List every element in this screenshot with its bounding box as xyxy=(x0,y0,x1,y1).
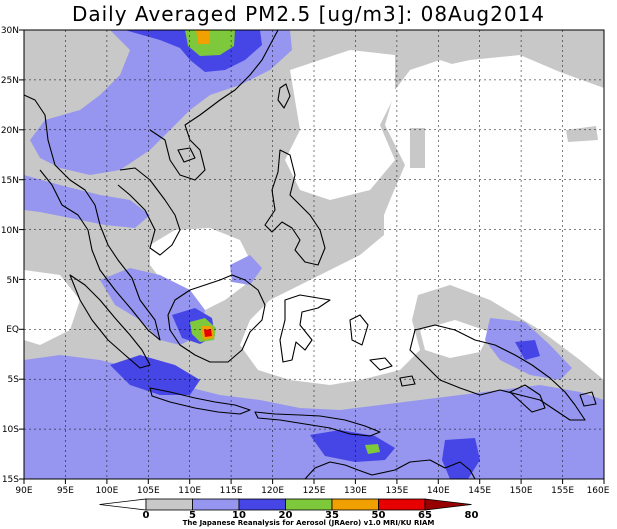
colorbar-label: 65 xyxy=(418,510,432,521)
pm25-level-below-5-region xyxy=(24,270,80,345)
pm25-level-below-5-region xyxy=(420,320,490,358)
colorbar-label: 35 xyxy=(325,510,339,521)
pm25-concentration-field xyxy=(24,30,604,479)
colorbar: 0 5 10 20 35 50 65 80 xyxy=(99,498,479,521)
coastline-philippines xyxy=(264,149,326,266)
lon-label: 145E xyxy=(468,486,491,496)
lat-label: EQ xyxy=(6,325,19,335)
colorbar-swatch xyxy=(238,498,286,511)
colorbar-swatch xyxy=(331,498,379,511)
colorbar-swatch xyxy=(285,498,333,511)
coastline-maluku xyxy=(349,314,416,387)
coastline-borneo xyxy=(167,274,266,363)
footer-credit: The Japanese Reanalysis for Aerosol (JRA… xyxy=(182,519,435,527)
colorbar-label: 0 xyxy=(143,510,150,521)
map-gridlines xyxy=(24,30,604,479)
lon-label: 115E xyxy=(220,486,243,496)
lon-label: 120E xyxy=(261,486,284,496)
colorbar-label: 50 xyxy=(372,510,386,521)
lon-label: 130E xyxy=(344,486,367,496)
pm25-level-35-50-region xyxy=(365,444,380,454)
lon-label: 140E xyxy=(427,486,450,496)
lon-label: 155E xyxy=(551,486,574,496)
map-title: Daily Averaged PM2.5 [ug/m3]: 08Aug2014 xyxy=(71,2,546,26)
coastline-java xyxy=(149,387,251,415)
coastline-taiwan xyxy=(277,83,291,109)
coastline-lesser-sunda xyxy=(254,411,381,437)
coastline-hainan xyxy=(177,147,196,163)
pm25-level-10-20-region xyxy=(24,175,150,228)
lon-label: 100E xyxy=(95,486,118,496)
coastline-new-guinea xyxy=(409,324,586,421)
colorbar-label: 20 xyxy=(279,510,293,521)
latitude-labels: 30N 25N 20N 15N 10N 5N EQ 5S 10S 15S xyxy=(1,26,19,485)
axis-tick-marks xyxy=(19,29,605,484)
lon-label: 110E xyxy=(178,486,201,496)
coastline-pacific-islands xyxy=(509,384,597,413)
colorbar-swatch xyxy=(424,498,472,511)
coastline-sulawesi xyxy=(279,294,331,363)
coastlines xyxy=(24,30,597,479)
colorbar-swatch xyxy=(378,498,426,511)
lon-label: 95E xyxy=(57,486,74,496)
lat-label: 5S xyxy=(8,375,20,385)
lon-label: 105E xyxy=(137,486,160,496)
lat-label: 20N xyxy=(1,126,19,136)
colorbar-swatch xyxy=(99,498,147,511)
pm25-level-20-35-region xyxy=(442,438,480,479)
lat-label: 30N xyxy=(1,26,19,36)
coastline-mainland-asia xyxy=(24,30,279,341)
colorbar-swatch xyxy=(192,498,240,511)
lon-label: 90E xyxy=(15,486,32,496)
coastline-australia xyxy=(304,459,476,479)
pm25-level-20-35-region xyxy=(110,355,200,395)
lat-label: 25N xyxy=(1,76,19,86)
coastline-sumatra xyxy=(69,274,151,369)
lat-label: 10S xyxy=(2,425,19,435)
lat-label: 15S xyxy=(2,475,19,485)
pm25-level-65-80-region xyxy=(204,329,212,337)
pm25-level-20-35-region xyxy=(310,430,395,462)
lat-label: 5N xyxy=(7,276,19,286)
lon-label: 160E xyxy=(587,486,610,496)
pm25-level-below-5-region xyxy=(424,55,604,120)
lat-label: 15N xyxy=(1,176,19,186)
colorbar-label: 80 xyxy=(465,510,479,521)
lon-label: 125E xyxy=(303,486,326,496)
lon-label: 150E xyxy=(510,486,533,496)
pm25-level-50-65-region xyxy=(196,30,210,44)
colorbar-label: 10 xyxy=(232,510,246,521)
colorbar-swatch xyxy=(145,498,193,511)
lon-label: 135E xyxy=(385,486,408,496)
pm25-level-5-10-region xyxy=(410,128,425,168)
colorbar-label: 5 xyxy=(189,510,196,521)
pm25-level-below-5-region xyxy=(285,50,395,200)
lat-label: 10N xyxy=(1,226,19,236)
longitude-labels: 90E 95E 100E 105E 110E 115E 120E 125E 13… xyxy=(15,486,609,496)
